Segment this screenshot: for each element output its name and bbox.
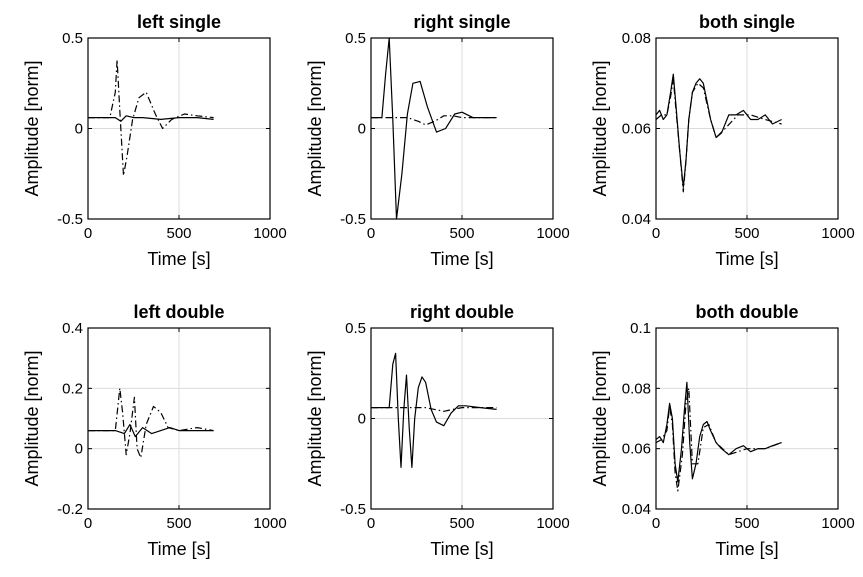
x-tick-label: 0 (367, 515, 375, 532)
subplot-title: both single (699, 12, 795, 32)
x-tick-label: 0 (652, 225, 660, 242)
y-tick-label: 0.04 (622, 501, 651, 518)
y-tick-label: -0.5 (57, 211, 83, 228)
y-axis-label: Amplitude [norm] (305, 60, 325, 196)
subplot-3: both single 0 500 1000 0.04 0.06 0.08 Time [s] A… (590, 12, 855, 269)
series-line-dashdot (88, 387, 214, 459)
x-tick-label: 1000 (821, 225, 854, 242)
y-tick-label: 0.5 (345, 30, 366, 47)
x-tick-label: 0 (367, 225, 375, 242)
subplot-title: left double (134, 302, 225, 322)
x-tick-label: 1000 (821, 515, 854, 532)
x-tick-label: 1000 (253, 225, 286, 242)
y-tick-label: 0.2 (62, 380, 83, 397)
subplot-title: right single (413, 12, 510, 32)
series-line-solid (655, 73, 782, 188)
x-tick-label: 500 (734, 225, 759, 242)
subplot-title: both double (696, 302, 799, 322)
y-tick-label: 0.5 (62, 30, 83, 47)
y-tick-label: 0.5 (345, 320, 366, 337)
y-tick-label: 0 (75, 441, 83, 458)
x-axis-label: Time [s] (715, 249, 778, 269)
y-tick-label: 0 (358, 121, 366, 138)
x-axis-label: Time [s] (715, 539, 778, 559)
y-tick-label: 0.08 (622, 30, 651, 47)
y-axis-label: Amplitude [norm] (305, 350, 325, 486)
y-tick-label: 0 (358, 411, 366, 428)
x-axis-label: Time [s] (147, 539, 210, 559)
series-line-dashdot (655, 78, 782, 193)
y-tick-label: 0.06 (622, 441, 651, 458)
series-line-solid (371, 352, 497, 468)
x-tick-label: 0 (84, 515, 92, 532)
y-tick-label: -0.5 (340, 211, 366, 228)
y-axis-label: Amplitude [norm] (22, 60, 42, 196)
y-tick-label: 0 (75, 121, 83, 138)
x-tick-label: 0 (84, 225, 92, 242)
x-tick-label: 1000 (536, 515, 569, 532)
x-tick-label: 500 (166, 225, 191, 242)
y-tick-label: -0.2 (57, 501, 83, 518)
y-tick-label: 0.06 (622, 121, 651, 138)
series-line-dashdot (88, 59, 214, 177)
y-axis-label: Amplitude [norm] (22, 350, 42, 486)
y-tick-label: 0.1 (630, 320, 651, 337)
series-line-solid (88, 115, 214, 122)
x-tick-label: 500 (449, 515, 474, 532)
x-axis-label: Time [s] (430, 249, 493, 269)
y-axis-label: Amplitude [norm] (590, 60, 610, 196)
x-tick-label: 0 (652, 515, 660, 532)
x-axis-label: Time [s] (430, 539, 493, 559)
x-tick-label: 500 (734, 515, 759, 532)
y-tick-label: 0.04 (622, 211, 651, 228)
subplot-title: right double (410, 302, 514, 322)
x-tick-label: 1000 (536, 225, 569, 242)
y-tick-label: 0.4 (62, 320, 83, 337)
subplot-title: left single (137, 12, 221, 32)
y-tick-label: 0.08 (622, 380, 651, 397)
x-axis-label: Time [s] (147, 249, 210, 269)
x-tick-label: 1000 (253, 515, 286, 532)
y-axis-label: Amplitude [norm] (590, 350, 610, 486)
series-line-dashdot (371, 115, 497, 126)
y-tick-label: -0.5 (340, 501, 366, 518)
x-tick-label: 500 (166, 515, 191, 532)
x-tick-label: 500 (449, 225, 474, 242)
series-line-dashdot (371, 407, 497, 412)
subplot-6: both double 0 500 1000 0.04 0.06 0.08 0.1 Time [… (590, 302, 855, 559)
series-line-solid (371, 37, 497, 220)
series-line-dashdot (655, 387, 782, 492)
